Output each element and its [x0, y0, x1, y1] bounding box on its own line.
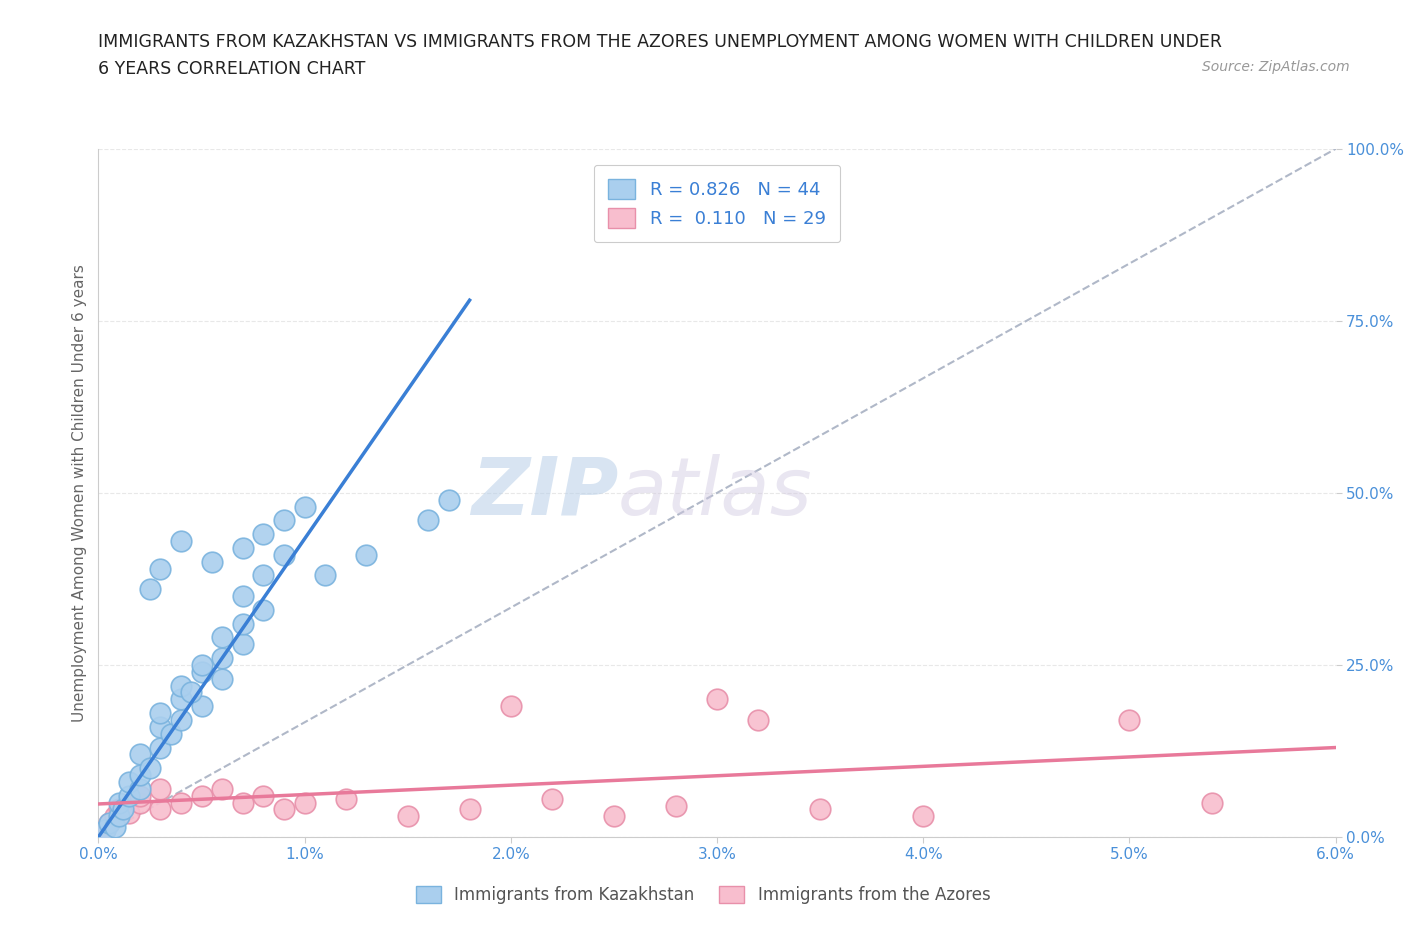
Point [252, 789, 274, 804]
Point [252, 603, 274, 618]
Point [149, 561, 172, 576]
Point [128, 795, 150, 810]
Legend: Immigrants from Kazakhstan, Immigrants from the Azores: Immigrants from Kazakhstan, Immigrants f… [408, 878, 998, 912]
Point [149, 802, 172, 817]
Point [437, 492, 460, 507]
Point [170, 692, 193, 707]
Point [418, 513, 440, 528]
Point [190, 658, 212, 672]
Point [1118, 712, 1140, 727]
Point [201, 554, 224, 569]
Point [170, 678, 193, 693]
Point [139, 761, 162, 776]
Point [104, 809, 127, 824]
Point [252, 568, 274, 583]
Point [665, 799, 688, 814]
Point [128, 747, 150, 762]
Point [97, 816, 120, 830]
Point [139, 582, 162, 597]
Point [170, 534, 193, 549]
Point [149, 720, 172, 735]
Text: IMMIGRANTS FROM KAZAKHSTAN VS IMMIGRANTS FROM THE AZORES UNEMPLOYMENT AMONG WOME: IMMIGRANTS FROM KAZAKHSTAN VS IMMIGRANTS… [98, 33, 1222, 50]
Point [458, 802, 481, 817]
Point [211, 651, 233, 666]
Point [118, 805, 141, 820]
Point [747, 712, 769, 727]
Point [211, 630, 233, 644]
Text: atlas: atlas [619, 454, 813, 532]
Point [294, 795, 316, 810]
Point [706, 692, 728, 707]
Point [93, 823, 115, 838]
Text: Source: ZipAtlas.com: Source: ZipAtlas.com [1202, 60, 1350, 74]
Point [190, 664, 212, 679]
Point [211, 671, 233, 686]
Point [128, 789, 150, 804]
Point [128, 781, 150, 796]
Point [1201, 795, 1223, 810]
Point [118, 789, 141, 804]
Point [912, 809, 935, 824]
Point [190, 698, 212, 713]
Point [356, 548, 378, 563]
Text: ZIP: ZIP [471, 454, 619, 532]
Point [232, 617, 254, 631]
Legend: R = 0.826   N = 44, R =  0.110   N = 29: R = 0.826 N = 44, R = 0.110 N = 29 [593, 165, 841, 243]
Point [499, 698, 522, 713]
Point [128, 767, 150, 782]
Point [541, 791, 564, 806]
Point [252, 526, 274, 541]
Point [149, 781, 172, 796]
Point [108, 809, 131, 824]
Point [108, 795, 131, 810]
Y-axis label: Unemployment Among Women with Children Under 6 years: Unemployment Among Women with Children U… [72, 264, 87, 722]
Point [273, 802, 295, 817]
Point [180, 685, 202, 700]
Point [149, 740, 172, 755]
Point [108, 802, 131, 817]
Point [232, 540, 254, 555]
Point [104, 819, 127, 834]
Point [273, 548, 295, 563]
Point [112, 802, 135, 817]
Point [159, 726, 181, 741]
Point [603, 809, 626, 824]
Point [118, 775, 141, 790]
Point [149, 706, 172, 721]
Text: 6 YEARS CORRELATION CHART: 6 YEARS CORRELATION CHART [98, 60, 366, 78]
Point [808, 802, 831, 817]
Point [232, 637, 254, 652]
Point [170, 795, 193, 810]
Point [97, 816, 120, 830]
Point [211, 781, 233, 796]
Point [294, 499, 316, 514]
Point [93, 823, 115, 838]
Point [396, 809, 419, 824]
Point [170, 712, 193, 727]
Point [232, 795, 254, 810]
Point [314, 568, 336, 583]
Point [232, 589, 254, 604]
Point [190, 789, 212, 804]
Point [335, 791, 357, 806]
Point [273, 513, 295, 528]
